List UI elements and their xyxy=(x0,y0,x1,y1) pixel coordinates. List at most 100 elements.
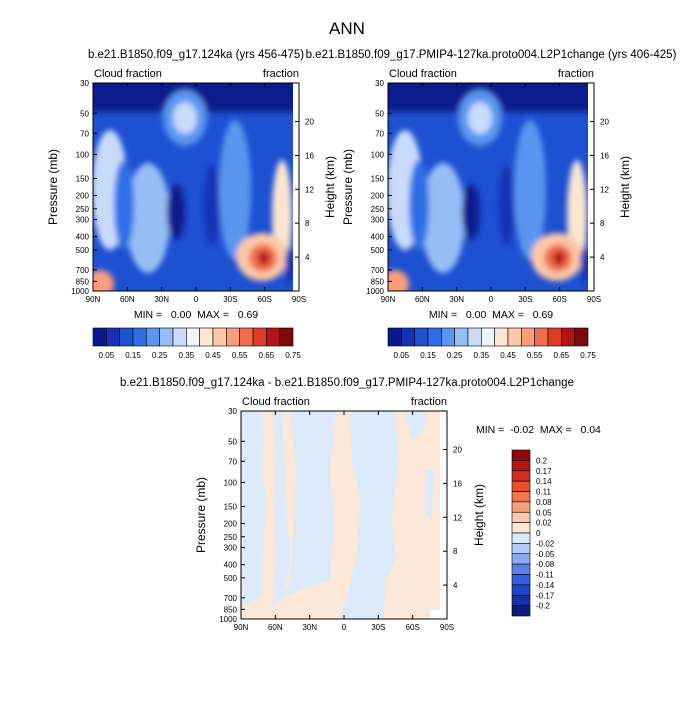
colorbar-box xyxy=(454,327,469,347)
colorbar-label: 0.25 xyxy=(447,351,463,360)
y-tick-label: 400 xyxy=(76,233,90,242)
y-tick-label: 30 xyxy=(375,79,384,88)
panel-2-colorbar: 0.05 0.15 0.25 0.35 0.45 0.55 0.65 0.75 xyxy=(387,327,596,360)
y-tick-label: 700 xyxy=(371,266,385,275)
y-tick-label: 1000 xyxy=(219,615,237,624)
y-tick-label: 400 xyxy=(224,561,238,570)
colorbar-box xyxy=(212,327,227,347)
y-tick-label: 500 xyxy=(371,246,385,255)
y-tick-label: 300 xyxy=(224,544,238,553)
colorbar-box xyxy=(92,327,107,347)
colorbar-box xyxy=(511,522,531,534)
colorbar-box xyxy=(146,327,160,347)
colorbar-box xyxy=(226,327,240,347)
y-tick-label: 30 xyxy=(228,407,237,416)
colorbar-box xyxy=(239,327,254,347)
colorbar-box xyxy=(159,327,174,347)
panel-2-ylabel2: Height (km) xyxy=(618,156,632,218)
y2-tick-label: 16 xyxy=(453,479,462,488)
colorbar-label: 0.08 xyxy=(536,498,552,507)
colorbar-box xyxy=(511,584,531,596)
x-tick-label: 30N xyxy=(449,295,464,304)
y-tick-label: 850 xyxy=(371,277,385,286)
y-tick-label: 70 xyxy=(375,129,384,138)
colorbar-box xyxy=(441,327,455,347)
x-tick-label: 30N xyxy=(302,623,317,632)
panel-2-ylabel: Pressure (mb) xyxy=(341,149,355,225)
x-tick-label: 60N xyxy=(120,295,135,304)
colorbar-box xyxy=(401,327,415,347)
colorbar-label: 0.05 xyxy=(394,351,410,360)
x-tick-label: 30S xyxy=(223,295,237,304)
colorbar-box xyxy=(266,327,280,347)
y-tick-label: 50 xyxy=(228,437,237,446)
y-tick-label: 150 xyxy=(224,502,238,511)
y-tick-label: 100 xyxy=(371,150,385,159)
colorbar-label: 0.02 xyxy=(536,519,552,528)
panel-1-left-label: Cloud fraction xyxy=(94,68,162,80)
colorbar-box xyxy=(511,480,531,492)
colorbar-label: 0.65 xyxy=(554,351,570,360)
colorbar-box xyxy=(494,327,509,347)
colorbar-box xyxy=(511,501,531,513)
x-tick-label: 0 xyxy=(194,295,199,304)
y-tick-label: 200 xyxy=(76,192,90,201)
y2-tick-label: 12 xyxy=(600,185,609,194)
colorbar-label: 0.05 xyxy=(99,351,115,360)
x-tick-label: 60N xyxy=(415,295,430,304)
panel-2-axes: 90N 60N 30N 0 30S 60S 90S 30 50 70 100 150 200 250 300… xyxy=(366,79,609,304)
colorbar-label: 0.15 xyxy=(420,351,436,360)
colorbar-box xyxy=(279,327,294,347)
x-tick-label: 30S xyxy=(518,295,532,304)
panel-3-title: b.e21.B1850.f09_g17.124ka - b.e21.B1850.… xyxy=(120,377,574,389)
panel-2-left-label: Cloud fraction xyxy=(389,68,457,80)
y2-tick-label: 12 xyxy=(453,513,462,522)
y2-tick-label: 12 xyxy=(305,185,314,194)
y-tick-label: 50 xyxy=(375,109,384,118)
y-tick-label: 500 xyxy=(76,246,90,255)
colorbar-label: 0.45 xyxy=(500,351,516,360)
panel-3-colorbar: 0.20.170.140.110.080.050.020-0.02-0.05-0… xyxy=(511,449,555,617)
y-tick-label: 100 xyxy=(224,478,238,487)
colorbar-box xyxy=(132,327,147,347)
y2-tick-label: 4 xyxy=(453,581,458,590)
y-tick-label: 250 xyxy=(224,533,238,542)
colorbar-box xyxy=(511,449,531,461)
panel-3-right-label: fraction xyxy=(411,396,447,408)
colorbar-box xyxy=(547,327,562,347)
colorbar-label: 0.25 xyxy=(152,351,168,360)
colorbar-label: 0.55 xyxy=(527,351,543,360)
y-tick-label: 400 xyxy=(371,233,385,242)
colorbar-label: 0.35 xyxy=(179,351,195,360)
y-tick-label: 300 xyxy=(371,216,385,225)
panel-1-stats: MIN = 0.00 MAX = 0.69 xyxy=(134,309,258,321)
y-tick-label: 30 xyxy=(80,79,89,88)
colorbar-box xyxy=(511,553,531,565)
colorbar-box xyxy=(511,532,531,544)
x-tick-label: 90N xyxy=(381,295,396,304)
colorbar-box xyxy=(119,327,134,347)
colorbar-label: -0.05 xyxy=(536,550,555,559)
panel-1-field xyxy=(93,83,299,291)
colorbar-box xyxy=(387,327,402,347)
panel-2-title: b.e21.B1850.f09_g17.PMIP4-127ka.proto004… xyxy=(306,49,677,61)
colorbar-box xyxy=(467,327,482,347)
y2-tick-label: 16 xyxy=(305,151,314,160)
panel-1-ylabel2: Height (km) xyxy=(323,156,337,218)
colorbar-label: 0.65 xyxy=(259,351,275,360)
x-tick-label: 30N xyxy=(154,295,169,304)
y-tick-label: 150 xyxy=(371,174,385,183)
y-tick-label: 1000 xyxy=(71,287,89,296)
y-tick-label: 100 xyxy=(76,150,90,159)
panel-3: b.e21.B1850.f09_g17.124ka - b.e21.B1850.… xyxy=(120,377,601,632)
colorbar-box xyxy=(252,327,267,347)
y-tick-label: 250 xyxy=(76,205,90,214)
x-tick-label: 0 xyxy=(342,623,347,632)
colorbar-label: -0.14 xyxy=(536,581,555,590)
colorbar-box xyxy=(511,470,531,482)
y2-tick-label: 8 xyxy=(600,219,605,228)
colorbar-label: 0.75 xyxy=(580,351,596,360)
panel-1-title: b.e21.B1850.f09_g17.124ka (yrs 456-475) xyxy=(88,49,304,61)
y-tick-label: 850 xyxy=(224,605,238,614)
